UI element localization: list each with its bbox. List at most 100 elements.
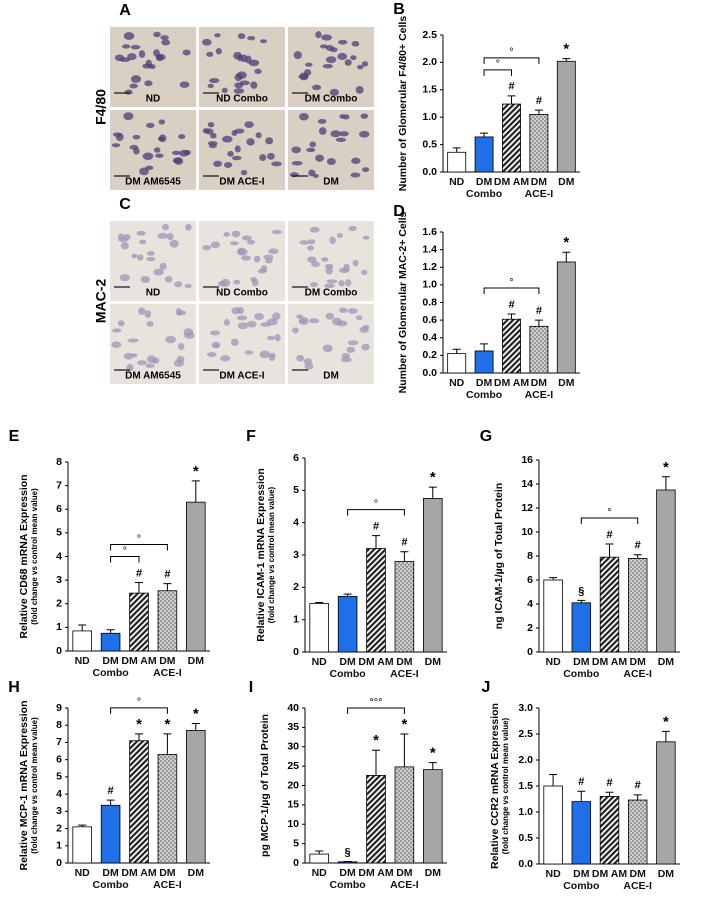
y-tick-label: 0.5 [518, 832, 533, 844]
y-axis-label: Number of Glomerular F4/80+ Cells [397, 16, 409, 192]
nucleus [183, 332, 195, 339]
nucleus [123, 32, 135, 40]
nucleus [144, 310, 152, 318]
nucleus [338, 39, 348, 45]
error-bar [372, 535, 380, 549]
micrograph-label: DM Combo [305, 94, 358, 105]
nucleus [137, 360, 147, 366]
nucleus [338, 280, 345, 287]
nucleus [123, 352, 134, 360]
nucleus [220, 355, 231, 362]
y-tick-label: 3 [56, 805, 62, 817]
nucleus [234, 145, 241, 153]
y-tick-label: 4 [527, 598, 533, 610]
y-tick-label: 2 [527, 622, 533, 634]
y-tick-label: 0.8 [422, 296, 437, 308]
comparison-bracket [347, 707, 405, 714]
nucleus [231, 155, 242, 161]
y-tick-label: 0.6 [422, 314, 437, 326]
nucleus [347, 308, 358, 314]
nucleus [322, 63, 334, 69]
micrograph-label: DM [323, 177, 339, 188]
nucleus [146, 256, 156, 262]
y-tick-label: 16 [521, 454, 533, 466]
nucleus [329, 236, 336, 245]
significance-marker: # [578, 776, 584, 788]
nucleus [162, 223, 170, 231]
nucleus [307, 239, 316, 245]
significance-marker: # [508, 299, 514, 311]
nucleus [315, 154, 324, 162]
nucleus [223, 161, 233, 169]
error-bar [315, 602, 324, 604]
y-tick-label: 4 [56, 788, 62, 800]
bracket-label: ° [374, 499, 378, 511]
y-tick-label: 3 [293, 549, 299, 561]
significance-marker: # [373, 521, 379, 533]
nucleus [215, 48, 222, 55]
y-tick-label: 1.0 [422, 279, 437, 291]
nucleus [222, 135, 233, 143]
nucleus [259, 154, 267, 162]
nucleus [175, 307, 182, 316]
nucleus [360, 113, 369, 119]
nucleus [157, 232, 169, 239]
y-tick-label: 40 [287, 702, 299, 714]
x-tick-label: DM [657, 656, 675, 668]
y-tick-label: 6 [56, 503, 62, 515]
panel-letter: B [393, 1, 405, 18]
nucleus [326, 157, 336, 166]
error-bar [661, 476, 670, 490]
x-tick-label: DM [558, 176, 575, 188]
error-bar [562, 58, 571, 62]
nucleus [338, 131, 349, 137]
bar [556, 60, 576, 173]
y-tick-label: 0.0 [422, 367, 437, 379]
nucleus [244, 121, 254, 129]
nucleus [356, 64, 364, 70]
nucleus [311, 261, 320, 268]
y-axis-label: Relative MCP-1 mRNA Expression [18, 701, 30, 871]
nucleus [268, 248, 279, 255]
significance-marker: * [663, 713, 669, 730]
significance-marker: * [193, 463, 199, 480]
nucleus [260, 39, 267, 44]
nucleus [206, 51, 214, 57]
nucleus [351, 157, 361, 165]
y-axis-sublabel: (fold change vs control mean value) [30, 717, 39, 854]
bar [366, 775, 386, 864]
nucleus [250, 81, 258, 89]
significance-marker: * [164, 716, 170, 733]
x-tick-label: DM AM [358, 867, 394, 879]
nucleus [204, 128, 214, 135]
nucleus [247, 35, 256, 41]
nucleus [160, 35, 169, 41]
x-tick-label: DM Combo [466, 176, 503, 200]
y-tick-label: 1.2 [422, 261, 437, 273]
bar [529, 114, 549, 173]
error-bar [534, 109, 543, 115]
micrograph [110, 110, 196, 190]
comparison-bracket [110, 555, 140, 563]
significance-marker: * [193, 705, 199, 722]
bracket-label: ° [607, 507, 611, 519]
bar [366, 548, 386, 653]
x-tick-label: DM AM [121, 867, 157, 879]
nucleus [236, 315, 248, 321]
bar [543, 785, 563, 865]
micrograph-label: DM Combo [305, 288, 358, 299]
nucleus [336, 233, 343, 238]
x-tick-label: ND [311, 867, 327, 879]
y-axis-label: pg MCP-1/µg of Total Protein [259, 714, 271, 857]
micrograph-label: ND Combo [216, 288, 268, 299]
bar [72, 826, 92, 864]
nucleus [271, 161, 282, 167]
nucleus [202, 38, 212, 46]
nucleus [171, 150, 181, 155]
nucleus [111, 143, 121, 148]
nucleus [352, 259, 359, 267]
nucleus [138, 50, 146, 58]
y-tick-label: 0.0 [422, 166, 437, 178]
bar [157, 754, 178, 864]
y-tick-label: 5 [293, 484, 299, 496]
